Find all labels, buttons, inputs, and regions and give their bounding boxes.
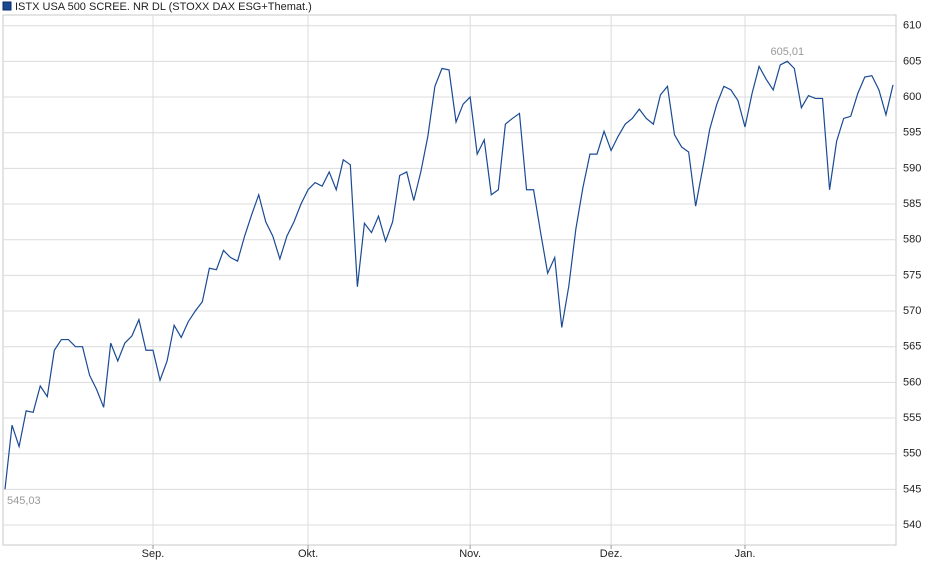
y-tick-label: 610: [903, 20, 921, 32]
x-tick-label: Okt.: [298, 548, 318, 560]
legend-swatch: [2, 1, 12, 11]
value-label: 605,01: [770, 46, 804, 58]
y-tick-label: 550: [903, 448, 921, 460]
y-tick-label: 560: [903, 376, 921, 388]
plot-frame: [2, 14, 897, 546]
x-tick-label: Nov.: [459, 548, 481, 560]
legend-label: ISTX USA 500 SCREE. NR DL (STOXX DAX ESG…: [15, 1, 312, 13]
value-label: 545,03: [7, 495, 41, 507]
x-tick-label: Dez.: [600, 548, 623, 560]
y-tick-label: 575: [903, 269, 921, 281]
y-tick-label: 540: [903, 519, 921, 531]
y-tick-label: 605: [903, 55, 921, 67]
y-tick-label: 595: [903, 127, 921, 139]
x-tick-label: Sep.: [142, 548, 165, 560]
data-line: [4, 60, 894, 490]
y-tick-label: 580: [903, 234, 921, 246]
x-tick-label: Jan.: [735, 548, 756, 560]
y-tick-label: 590: [903, 162, 921, 174]
y-tick-label: 600: [903, 91, 921, 103]
y-tick-label: 565: [903, 341, 921, 353]
y-tick-label: 545: [903, 483, 921, 495]
y-tick-label: 555: [903, 412, 921, 424]
y-tick-label: 570: [903, 305, 921, 317]
y-tick-label: 585: [903, 198, 921, 210]
